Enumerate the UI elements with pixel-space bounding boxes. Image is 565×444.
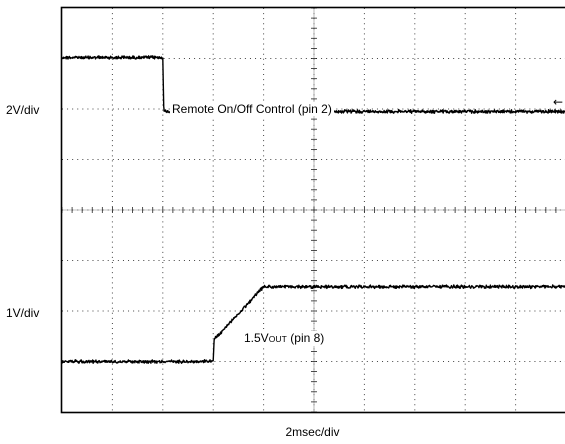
remote-on-off-annotation: Remote On/Off Control (pin 2) — [170, 102, 334, 116]
remote-on-off-label: Remote On/Off Control (pin 2) — [172, 102, 332, 116]
vout-label-prefix: 1.5V — [244, 331, 269, 345]
vout-label-suffix: (pin 8) — [286, 331, 325, 345]
vout-label-subscript: OUT — [268, 334, 287, 344]
graticule — [61, 7, 565, 413]
channel-2-scale-label: 1V/div — [6, 306, 40, 320]
channel-1-scale-label: 2V/div — [6, 103, 40, 117]
channel-1-ground-marker: ← — [553, 95, 563, 109]
time-scale-label: 2msec/div — [285, 425, 340, 439]
channel-2-trace — [61, 284, 565, 365]
plot-border — [60, 6, 565, 414]
vout-annotation: 1.5VOUT (pin 8) — [242, 331, 327, 346]
